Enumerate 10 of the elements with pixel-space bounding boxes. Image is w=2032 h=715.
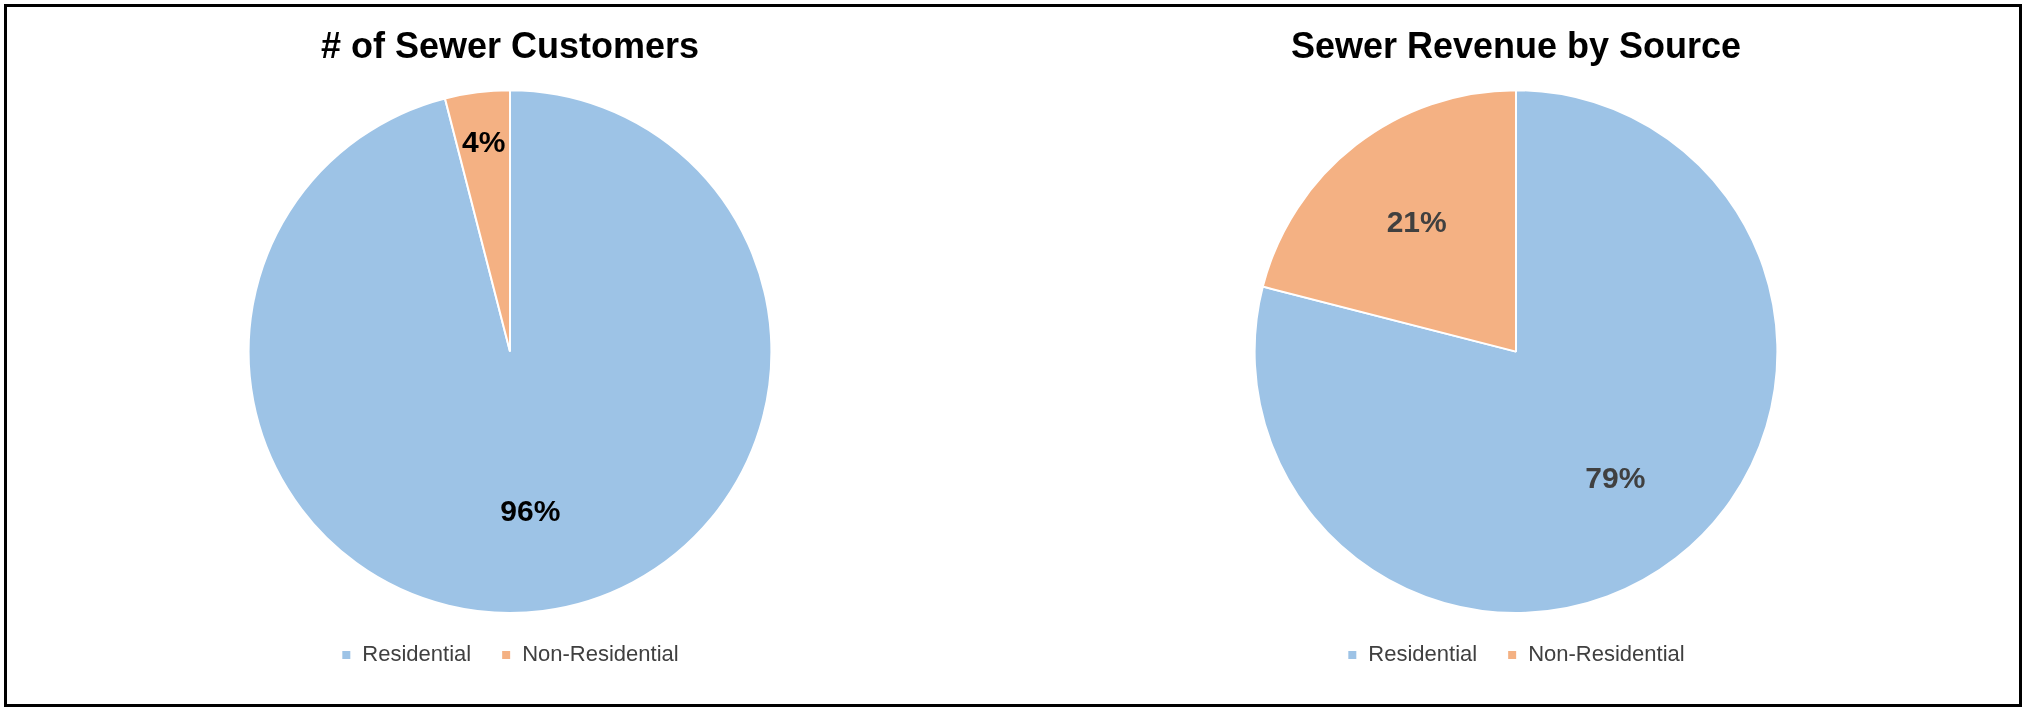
- data-label: 4%: [462, 124, 506, 158]
- chart-title: # of Sewer Customers: [320, 24, 700, 66]
- data-label: 96%: [500, 493, 561, 527]
- legend-label: Residential: [362, 640, 472, 666]
- chart-title: Sewer Revenue by Source: [1290, 24, 1742, 66]
- legend-label: Residential: [1368, 640, 1478, 666]
- legend-label: Non-Residential: [522, 640, 679, 666]
- data-label: 21%: [1386, 204, 1447, 238]
- data-label: 79%: [1585, 460, 1646, 494]
- legend-label: Non-Residential: [1528, 640, 1685, 666]
